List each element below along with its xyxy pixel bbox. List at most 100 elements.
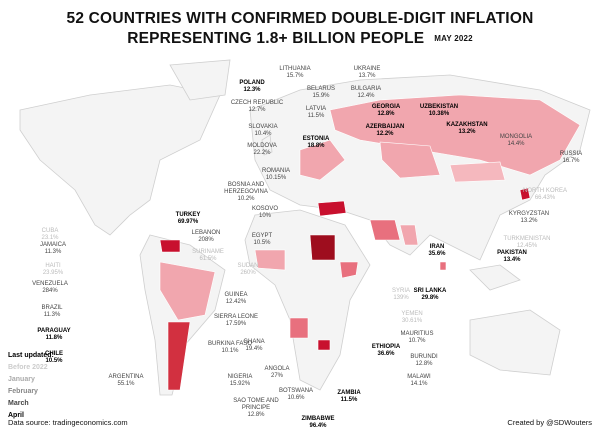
country-label: MOLDOVA 22.2% (247, 143, 277, 157)
country-name: LITHUANIA (279, 66, 311, 72)
country-name: BOTSWANA (278, 388, 314, 394)
country-value: 61.5% (199, 256, 217, 262)
date: MAY 2022 (434, 34, 473, 44)
country-name: PARAGUAY (37, 328, 71, 334)
turkey-area (317, 200, 347, 217)
country-value: 96.4% (309, 423, 327, 429)
country-value: 10.2% (237, 196, 255, 202)
country-value: 18.8% (307, 143, 325, 149)
country-value: 30.61% (401, 318, 423, 324)
credit: Created by @SDWouters (507, 418, 592, 427)
country-label: SUDAN 260% (237, 263, 258, 277)
east-europe-area (299, 139, 346, 181)
country-label: ETHIOPIA 36.6% (372, 344, 400, 358)
country-label: TURKMENISTAN 12.45% (504, 236, 551, 250)
country-label: BOSNIA AND HERZEGOVINA 10.2% (220, 182, 272, 203)
country-label: BOTSWANA 10.6% (279, 388, 313, 402)
country-name: CUBA (41, 228, 59, 234)
sudan-area (309, 234, 336, 261)
subtitle-line: REPRESENTING 1.8+ BILLION PEOPLE MAY 2022 (0, 30, 600, 48)
country-value: 12.2% (376, 131, 394, 137)
country-label: GHANA 19.4% (243, 339, 264, 353)
country-value: 19.4% (245, 346, 263, 352)
country-label: MAURITIUS 10.7% (401, 331, 434, 345)
legend-item: March (8, 400, 29, 407)
legend-items: Before 2022 January February March April (8, 362, 54, 422)
country-label: BURUNDI 12.8% (410, 354, 437, 368)
country-label: LATVIA 11.5% (306, 106, 326, 120)
pakistan-area (399, 224, 419, 246)
country-label: UZBEKISTAN 10.38% (420, 104, 458, 118)
country-name: JAMAICA (39, 242, 67, 248)
islands (469, 264, 521, 291)
country-value: 11.5% (307, 113, 325, 119)
country-label: EGYPT 10.5% (252, 233, 272, 247)
country-value: 15.92% (229, 381, 251, 387)
country-label: BRAZIL 11.3% (41, 305, 62, 319)
country-name: ESTONIA (302, 136, 330, 142)
uk (261, 134, 273, 156)
country-value: 22.2% (253, 150, 271, 156)
country-name: UZBEKISTAN (419, 104, 459, 110)
angola-area (289, 317, 309, 339)
country-value: 12.3% (243, 87, 261, 93)
country-name: CZECH REPUBLIC (230, 100, 284, 106)
country-value: 208% (198, 237, 214, 243)
country-label: BULGARIA 12.4% (351, 86, 381, 100)
country-value: 12.8% (247, 412, 265, 418)
country-value: 11.8% (45, 335, 63, 341)
country-value: 10.5% (45, 358, 63, 364)
legend-item: April (8, 412, 24, 419)
country-value: 260% (240, 270, 256, 276)
west-africa-area (254, 249, 286, 271)
country-label: CHILE 10.5% (45, 351, 63, 365)
country-label: CUBA 23.1% (41, 228, 58, 242)
country-name: POLAND (239, 80, 265, 86)
country-label: AZERBAIJAN 12.2% (366, 124, 405, 138)
country-label: SYRIA 139% (392, 288, 410, 302)
country-value: 10.5% (253, 240, 271, 246)
country-value: 23.1% (41, 235, 59, 241)
country-name: SAO TOME AND PRINCIPE (233, 398, 279, 411)
country-name: IRAN (429, 244, 445, 250)
country-value: 12.8% (415, 361, 433, 367)
russia-area (329, 94, 581, 176)
country-value: 66.43% (534, 195, 556, 201)
country-name: MALAWI (407, 374, 431, 380)
country-name: GUINEA (224, 292, 248, 298)
country-label: NORTH KOREA 66.43% (523, 188, 567, 202)
country-value: 16.7% (562, 158, 580, 164)
country-name: ROMANIA (261, 168, 291, 174)
country-value: 11.5% (340, 397, 358, 403)
country-name: KAZAKHSTAN (446, 122, 488, 128)
country-name: BURKINA FASO (207, 341, 253, 347)
country-name: ZAMBIA (337, 390, 361, 396)
country-label: NIGERIA 15.92% (228, 374, 253, 388)
country-name: SLOVAKIA (248, 124, 278, 130)
country-name: UKRAINE (353, 66, 381, 72)
country-name: SUDAN (237, 263, 259, 269)
country-value: 13.2% (458, 129, 476, 135)
zimbabwe-area (317, 339, 331, 351)
country-name: YEMEN (401, 311, 423, 317)
country-label: JAMAICA 11.3% (40, 242, 66, 256)
country-label: SRI LANKA 29.8% (414, 288, 447, 302)
country-name: EGYPT (251, 233, 273, 239)
country-label: UKRAINE 13.7% (354, 66, 381, 80)
country-value: 13.7% (358, 73, 376, 79)
country-name: RUSSIA (559, 151, 583, 157)
north-korea-area (519, 187, 531, 201)
country-value: 10.7% (408, 338, 426, 344)
country-name: CHILE (45, 351, 63, 357)
country-label: POLAND 12.3% (239, 80, 264, 94)
country-label: MALAWI 14.1% (407, 374, 430, 388)
country-name: SRI LANKA (413, 288, 447, 294)
kazakhstan-area (379, 141, 441, 179)
country-value: 12.42% (225, 299, 247, 305)
country-value: 11.3% (44, 249, 62, 255)
country-label: GEORGIA 12.8% (372, 104, 400, 118)
country-value: 14.1% (410, 381, 428, 387)
country-value: 13.4% (503, 257, 521, 263)
country-name: TURKMENISTAN (503, 236, 551, 242)
